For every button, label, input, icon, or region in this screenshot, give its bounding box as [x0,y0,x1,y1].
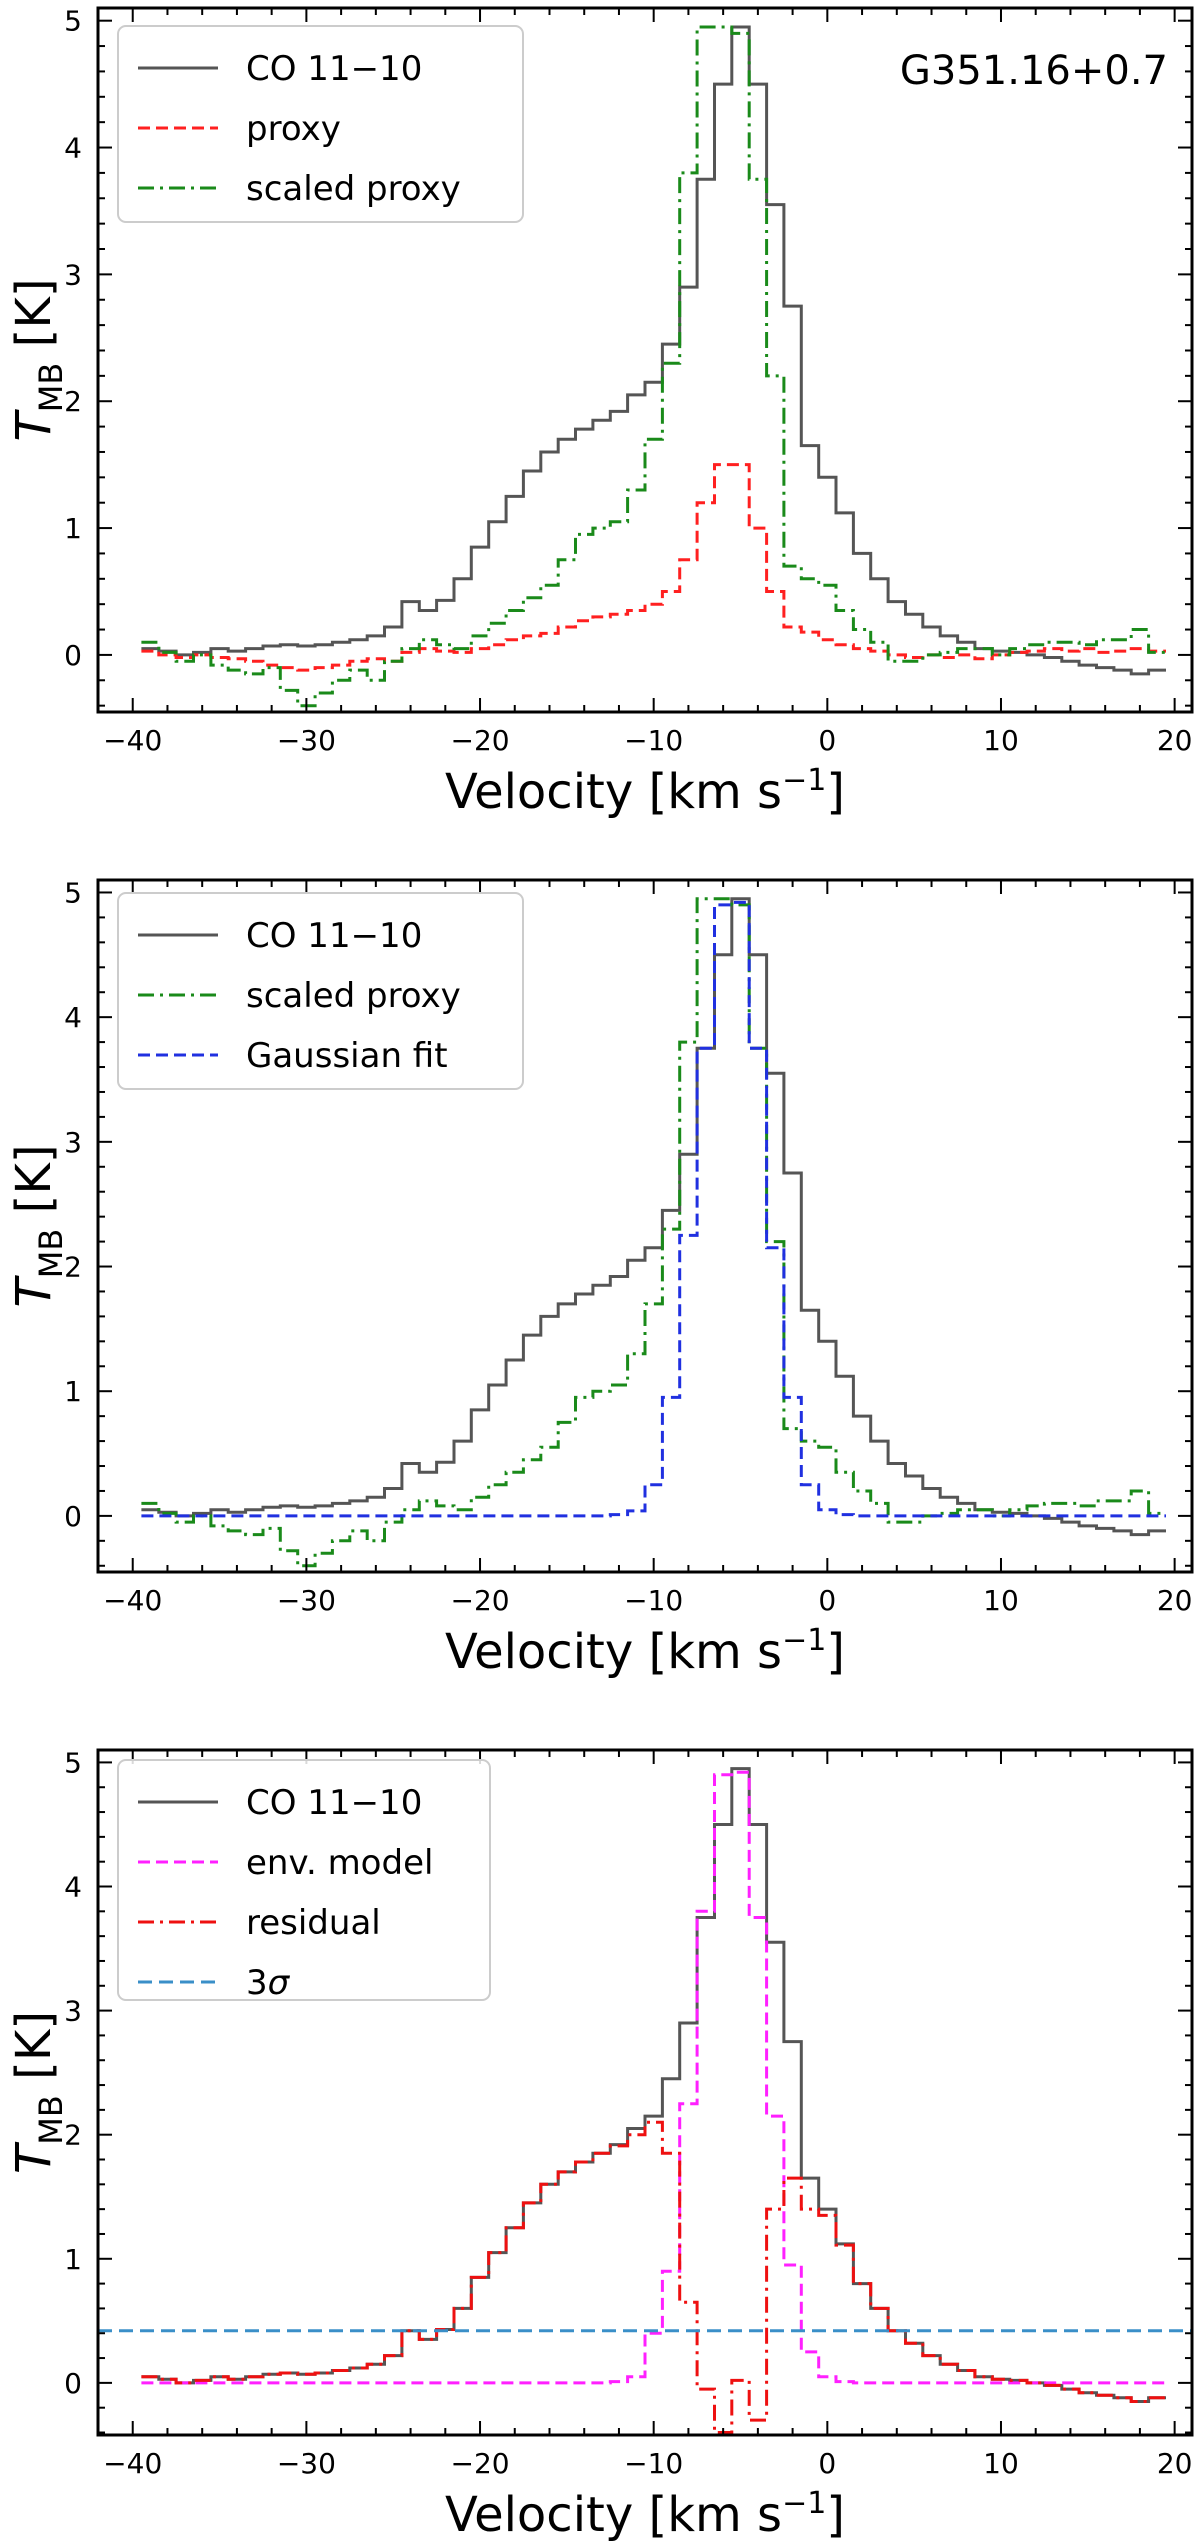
y-tick-label: 3 [64,1126,82,1159]
panel-bottom: −40 −30 −20 −10 0 10 20 0 1 2 3 4 5 Velocity [km s−1]… [6,1746,1194,2543]
x-axis-label: Velocity [km s−1] [445,2486,845,2543]
legend: CO 11−10 scaled proxy Gaussian fit [117,892,524,1090]
x-axis-label: Velocity [km s−1] [445,1623,845,1680]
axes-frame [96,878,1194,1574]
legend-frame [117,25,524,223]
x-tick-label: 10 [983,1584,1019,1617]
y-tick-label: 5 [64,876,82,909]
y-tick-label: 0 [64,2367,82,2400]
axes-frame [96,6,1194,714]
x-axis-label: Velocity [km s−1] [445,763,845,820]
y-tick-label: 3 [64,1995,82,2028]
x-tick-label: 10 [983,2447,1019,2480]
legend-frame [117,892,524,1090]
x-tick-label: −20 [450,724,509,757]
panel-top: −40 −30 −20 −10 0 10 20 0 1 2 3 4 5 Velocity [km s−1]… [6,5,1194,820]
x-tick-label: −20 [450,2447,509,2480]
legend: CO 11−10 proxy scaled proxy [117,25,524,223]
x-tick-label: −30 [277,724,336,757]
legend-label: proxy [246,109,341,149]
legend-frame [117,1759,491,2001]
y-axis-label: TMB [K] [6,2011,70,2174]
x-tick-label: 20 [1157,1584,1193,1617]
y-tick-label: 1 [64,1375,82,1408]
x-tick-label: −40 [103,2447,162,2480]
plot-area [98,1767,1192,2434]
x-tick-label: −30 [277,2447,336,2480]
x-tick-label: −20 [450,1584,509,1617]
legend-label: scaled proxy [246,169,461,209]
legend-label: CO 11−10 [246,1783,422,1823]
series-scaled-proxy-line [141,25,1166,708]
legend-label: residual [246,1903,381,1943]
x-tick-label: −40 [103,724,162,757]
x-tick-label: 10 [983,724,1019,757]
y-tick-label: 0 [64,1500,82,1533]
y-tick-label: 0 [64,639,82,672]
panel-middle: −40 −30 −20 −10 0 10 20 0 1 2 3 4 5 Velocity [km s−1]… [6,876,1194,1680]
legend-label: Gaussian fit [246,1036,448,1076]
y-axis-label: TMB [K] [6,1144,70,1307]
series-proxy-line [141,463,1166,672]
y-tick-label: 2 [64,385,82,418]
legend-label: env. model [246,1843,433,1883]
y-tick-label: 4 [64,1871,82,1904]
x-tick-label: 20 [1157,2447,1193,2480]
series-env-model-line [141,1770,1166,2385]
plot-area [141,25,1166,708]
y-tick-label: 3 [64,258,82,291]
y-tick-label: 1 [64,512,82,545]
y-tick-label: 4 [64,132,82,165]
legend-label: CO 11−10 [246,916,422,956]
plot-area [141,897,1166,1568]
x-tick-label: 0 [818,2447,836,2480]
axes-frame [96,1748,1194,2437]
x-tick-label: −10 [624,1584,683,1617]
x-tick-label: −30 [277,1584,336,1617]
legend-label: scaled proxy [246,976,461,1016]
y-tick-label: 5 [64,1746,82,1779]
x-tick-label: −10 [624,724,683,757]
series-gaussian-fit-line [141,900,1166,1518]
x-tick-label: 0 [818,1584,836,1617]
x-tick-label: −10 [624,2447,683,2480]
legend-label: CO 11−10 [246,49,422,89]
y-tick-label: 5 [64,5,82,38]
series-scaled-proxy-line [141,897,1166,1568]
x-tick-label: 20 [1157,724,1193,757]
y-tick-label: 2 [64,2119,82,2152]
series-residual-line [141,2120,1166,2434]
x-tick-label: 0 [818,724,836,757]
y-axis-label: TMB [K] [6,278,70,441]
y-tick-label: 1 [64,2243,82,2276]
y-tick-label: 2 [64,1251,82,1284]
y-tick-label: 4 [64,1001,82,1034]
x-tick-label: −40 [103,1584,162,1617]
legend-label: 3σ [246,1963,291,2003]
legend: CO 11−10 env. model residual 3σ [117,1759,491,2003]
source-annotation: G351.16+0.7 [900,48,1168,94]
